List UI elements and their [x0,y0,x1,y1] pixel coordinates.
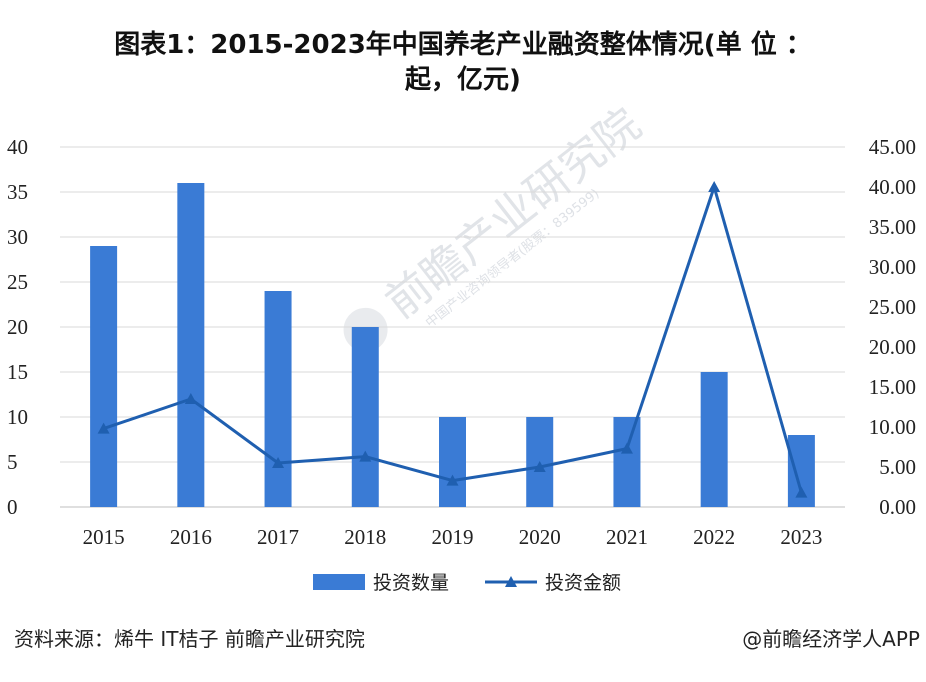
triangle-marker-icon [359,450,372,462]
left-axis-ticks: 0 5 10 15 20 25 30 35 40 [7,135,28,519]
x-tick-label: 2015 [83,525,125,549]
right-tick-label: 15.00 [869,375,916,399]
left-tick-label: 40 [7,135,28,159]
x-tick-label: 2016 [170,525,212,549]
right-tick-label: 40.00 [869,175,916,199]
x-tick-label: 2019 [432,525,474,549]
left-tick-label: 10 [7,405,28,429]
line-series [97,181,808,498]
x-tick-label: 2023 [780,525,822,549]
bars [90,183,815,507]
legend-bar-label: 投资数量 [373,572,449,594]
right-tick-label: 20.00 [869,335,916,359]
right-tick-label: 30.00 [869,255,916,279]
legend-line-label: 投资金额 [545,572,621,594]
footer-brand: @前瞻经济学人APP [742,627,920,651]
triangle-marker-icon [184,393,197,404]
footer-source: 资料来源：烯牛 IT桔子 前瞻产业研究院 [14,627,365,651]
right-axis-ticks: 0.00 5.00 10.00 15.00 20.00 25.00 30.00 35.00 40… [869,135,916,519]
triangle-marker-icon [533,461,546,472]
left-tick-label: 15 [7,360,28,384]
bar [90,246,118,507]
right-tick-label: 10.00 [869,415,916,439]
right-tick-label: 45.00 [869,135,916,159]
triangle-marker-icon [708,181,721,192]
bar [264,291,292,507]
x-tick-label: 2022 [693,525,735,549]
right-tick-label: 25.00 [869,295,916,319]
x-tick-label: 2017 [257,525,299,549]
triangle-marker-icon [272,457,285,468]
left-tick-label: 0 [7,495,18,519]
triangle-marker-icon [97,422,110,434]
right-tick-label: 0.00 [879,495,916,519]
left-tick-label: 20 [7,315,28,339]
right-tick-label: 35.00 [869,215,916,239]
bar [700,372,728,507]
x-axis-ticks: 2015 2016 2017 2018 2019 2020 2021 2022 2023 [83,525,823,549]
left-tick-label: 30 [7,225,28,249]
bar [613,417,641,507]
x-tick-label: 2018 [344,525,386,549]
triangle-marker-icon [620,442,633,454]
x-tick-label: 2020 [519,525,561,549]
left-tick-label: 25 [7,270,28,294]
chart-title-line1: 图表1：2015-2023年中国养老产业融资整体情况(单 位 ： [114,29,812,60]
chart-title-line2: 起，亿元) [405,65,521,95]
bar [351,327,379,507]
left-tick-label: 35 [7,180,28,204]
triangle-marker-icon [795,486,808,498]
legend-bar-swatch [313,574,365,590]
x-tick-label: 2021 [606,525,648,549]
watermark-main: 前瞻产业研究院 [376,99,650,329]
legend-triangle-marker-icon [505,576,517,587]
legend: 投资数量 投资金额 [313,572,621,594]
watermark: 前瞻产业研究院 中国产业咨询领导者(股票：839599) [343,99,650,352]
bar [177,183,205,507]
right-tick-label: 5.00 [879,455,916,479]
left-tick-label: 5 [7,450,18,474]
triangle-marker-icon [446,474,459,486]
bar [439,417,466,507]
